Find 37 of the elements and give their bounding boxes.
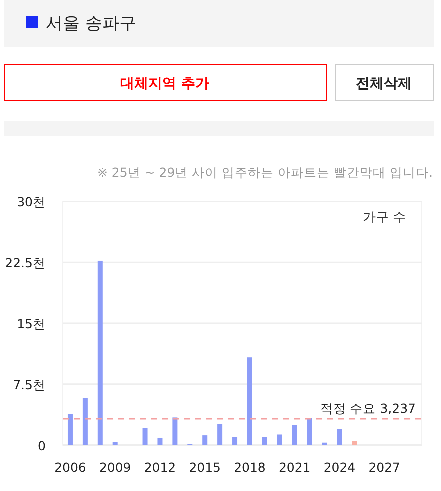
bar bbox=[232, 437, 238, 446]
bar bbox=[112, 442, 118, 446]
y-tick-label: 7.5천 bbox=[13, 377, 46, 392]
bar bbox=[98, 260, 103, 446]
bar bbox=[82, 398, 88, 446]
text: 대체지역 추가 bbox=[120, 76, 210, 92]
x-tick-label: 2009 bbox=[99, 460, 132, 475]
x-tick-label: 2018 bbox=[234, 460, 266, 475]
bar bbox=[337, 429, 342, 446]
y-tick-label: 0 bbox=[38, 438, 46, 454]
bar bbox=[247, 358, 252, 446]
x-tick-label: 2006 bbox=[54, 460, 86, 475]
bar bbox=[68, 414, 73, 446]
text: 전체삭제 bbox=[356, 76, 412, 92]
x-tick-label: 2015 bbox=[189, 460, 222, 475]
ref-line-label: 적정 수요 3,237 bbox=[320, 401, 416, 416]
bar bbox=[262, 437, 268, 446]
bar bbox=[292, 425, 298, 446]
x-tick-label: 2021 bbox=[278, 460, 311, 475]
bar bbox=[202, 436, 208, 446]
x-tick-label: 2024 bbox=[324, 460, 356, 475]
bar bbox=[322, 442, 328, 446]
x-tick-label: 2027 bbox=[368, 460, 401, 475]
bar bbox=[218, 424, 223, 446]
text: 서울 송파구 bbox=[46, 14, 136, 34]
y-tick-label: 30천 bbox=[17, 194, 46, 210]
bar bbox=[277, 434, 282, 446]
bar bbox=[352, 441, 358, 446]
bar bbox=[172, 418, 178, 446]
y-tick-label: 22.5천 bbox=[5, 256, 46, 271]
x-tick-label: 2012 bbox=[144, 460, 176, 475]
bar bbox=[158, 438, 163, 446]
y-tick-label: 15천 bbox=[17, 316, 46, 332]
bar bbox=[142, 428, 148, 446]
annotation: 가구 수 bbox=[362, 210, 406, 226]
chart-subtitle: ※ 25년 ~ 29년 사이 입주하는 아파트는 빨간막대 입니다. bbox=[97, 165, 433, 180]
bar bbox=[307, 418, 312, 446]
